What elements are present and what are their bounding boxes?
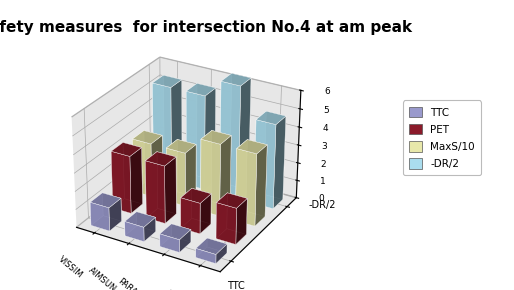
Legend: TTC, PET, MaxS/10, -DR/2: TTC, PET, MaxS/10, -DR/2 [403,100,481,175]
Text: Safety measures  for intersection No.4 at am peak: Safety measures for intersection No.4 at… [0,20,412,35]
